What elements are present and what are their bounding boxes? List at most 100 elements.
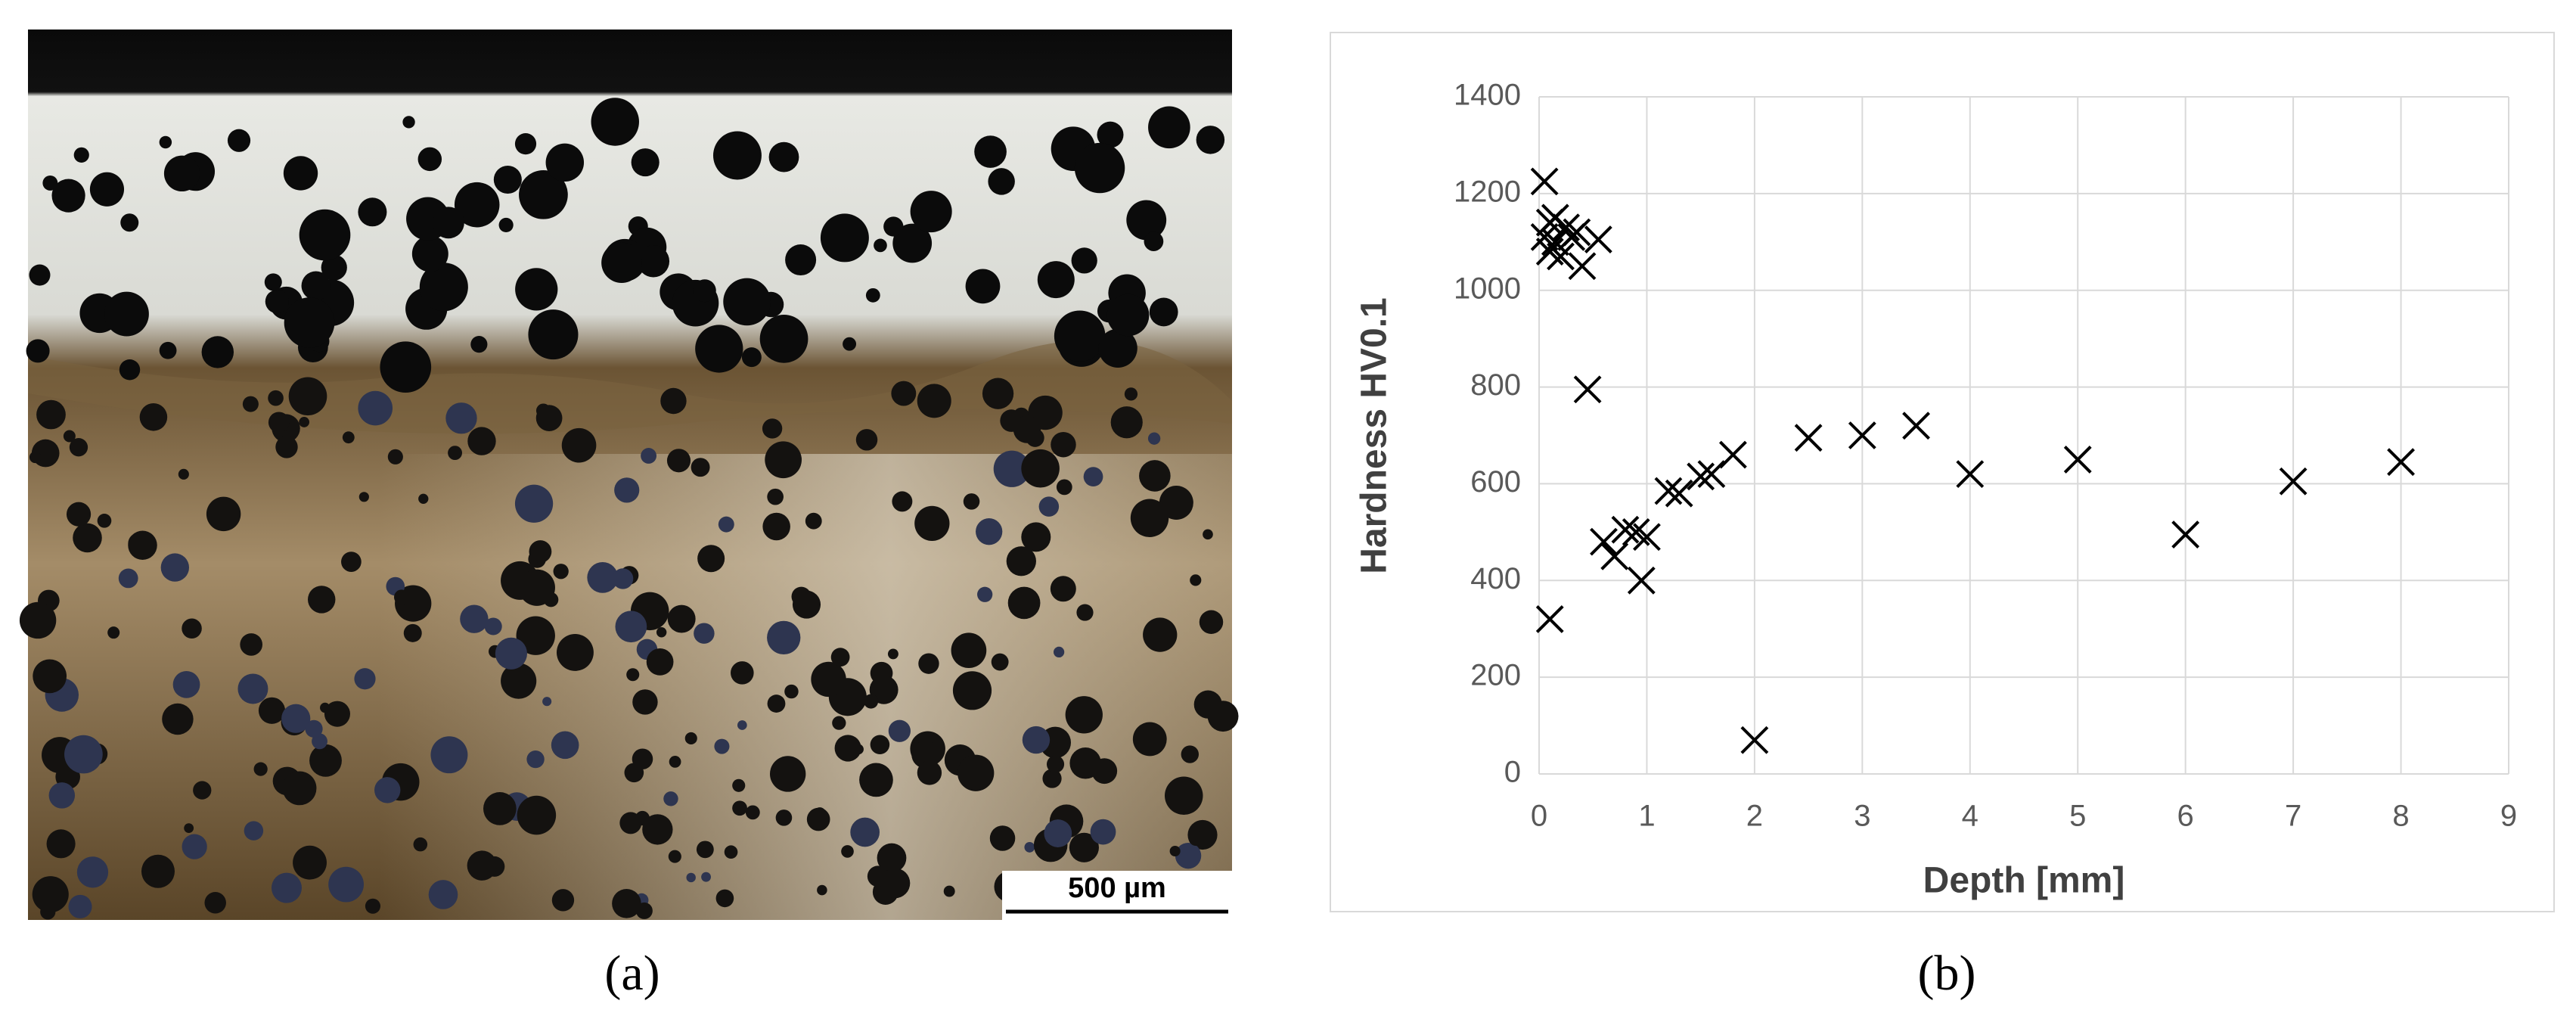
pore bbox=[701, 872, 711, 882]
pore bbox=[73, 523, 102, 553]
pore bbox=[1083, 467, 1103, 486]
pore bbox=[365, 898, 380, 914]
pore bbox=[394, 589, 409, 605]
pore bbox=[587, 561, 619, 593]
pore bbox=[358, 197, 387, 227]
pore bbox=[855, 429, 878, 451]
pore bbox=[32, 876, 69, 913]
pore bbox=[1169, 845, 1181, 857]
pore bbox=[1091, 758, 1118, 785]
pore bbox=[275, 436, 298, 458]
pore bbox=[73, 147, 89, 163]
y-tick-label: 600 bbox=[1470, 465, 1521, 499]
pore bbox=[141, 854, 175, 888]
pore bbox=[768, 141, 799, 172]
pore bbox=[402, 116, 415, 129]
pore bbox=[178, 468, 189, 480]
pore bbox=[159, 135, 172, 149]
pore bbox=[89, 172, 125, 207]
pore bbox=[182, 834, 207, 859]
point bbox=[1956, 460, 1985, 489]
point bbox=[1654, 477, 1683, 505]
x-tick-label: 2 bbox=[1746, 800, 1763, 833]
pore bbox=[128, 530, 157, 561]
pore bbox=[843, 337, 857, 351]
pore bbox=[495, 637, 527, 670]
pore bbox=[784, 684, 799, 699]
pore bbox=[684, 732, 697, 744]
pore bbox=[806, 807, 830, 831]
pore bbox=[686, 872, 696, 883]
pore bbox=[201, 336, 234, 368]
pore bbox=[976, 518, 1003, 545]
pore bbox=[68, 894, 92, 918]
pore bbox=[1065, 696, 1103, 734]
x-tick-label: 9 bbox=[2500, 800, 2517, 833]
pore bbox=[1021, 449, 1060, 488]
pore bbox=[69, 438, 88, 457]
pore bbox=[1074, 142, 1125, 194]
pore bbox=[413, 837, 428, 852]
pore bbox=[206, 496, 241, 532]
pore bbox=[63, 430, 76, 443]
caption-b: (b) bbox=[1918, 946, 1976, 1001]
scale-bar-label: 500 µm bbox=[1068, 872, 1166, 904]
pore bbox=[646, 648, 674, 676]
pore bbox=[1069, 832, 1099, 862]
pore bbox=[493, 165, 522, 194]
pore bbox=[775, 809, 793, 826]
pore bbox=[120, 213, 139, 232]
pore bbox=[865, 287, 880, 303]
pore bbox=[29, 451, 42, 464]
pore bbox=[535, 405, 563, 431]
point bbox=[1697, 460, 1726, 489]
pore bbox=[817, 884, 827, 896]
pore bbox=[258, 697, 286, 724]
pore bbox=[892, 223, 933, 263]
pore bbox=[1159, 485, 1193, 520]
pore bbox=[240, 633, 263, 656]
caption-a: (a) bbox=[604, 946, 660, 1001]
point bbox=[1530, 167, 1559, 196]
pore bbox=[48, 782, 76, 809]
y-tick-label: 0 bbox=[1504, 756, 1521, 789]
point bbox=[1535, 605, 1564, 633]
pore bbox=[26, 339, 50, 363]
pore bbox=[529, 540, 552, 563]
pore bbox=[380, 341, 432, 393]
pore bbox=[767, 694, 786, 713]
y-tick-label: 1400 bbox=[1454, 79, 1521, 112]
pore bbox=[624, 763, 644, 783]
pore bbox=[403, 623, 422, 642]
pore bbox=[792, 590, 821, 619]
pore bbox=[977, 586, 993, 602]
pore bbox=[374, 777, 401, 803]
chart-frame bbox=[1330, 32, 2555, 912]
pore bbox=[892, 491, 913, 512]
pore bbox=[626, 668, 640, 682]
pore bbox=[1053, 646, 1065, 658]
pore bbox=[467, 427, 496, 455]
point bbox=[1568, 252, 1597, 281]
pore bbox=[741, 347, 762, 368]
pore bbox=[46, 829, 76, 859]
pore bbox=[354, 668, 376, 690]
pore bbox=[614, 477, 640, 503]
pore bbox=[1132, 722, 1167, 757]
pore bbox=[991, 653, 1009, 671]
pore bbox=[767, 620, 801, 655]
pore bbox=[237, 673, 268, 704]
y-axis-title: Hardness HV0.1 bbox=[1355, 297, 1395, 574]
pore bbox=[663, 791, 678, 806]
pore bbox=[601, 242, 642, 284]
pore bbox=[1054, 310, 1106, 362]
pore bbox=[695, 325, 743, 373]
pore bbox=[841, 845, 854, 858]
pore bbox=[417, 147, 442, 172]
pore bbox=[428, 880, 458, 909]
pore bbox=[518, 569, 555, 606]
pore bbox=[982, 378, 1014, 409]
pore bbox=[864, 694, 879, 709]
pore bbox=[785, 244, 817, 276]
pore bbox=[1056, 479, 1072, 496]
